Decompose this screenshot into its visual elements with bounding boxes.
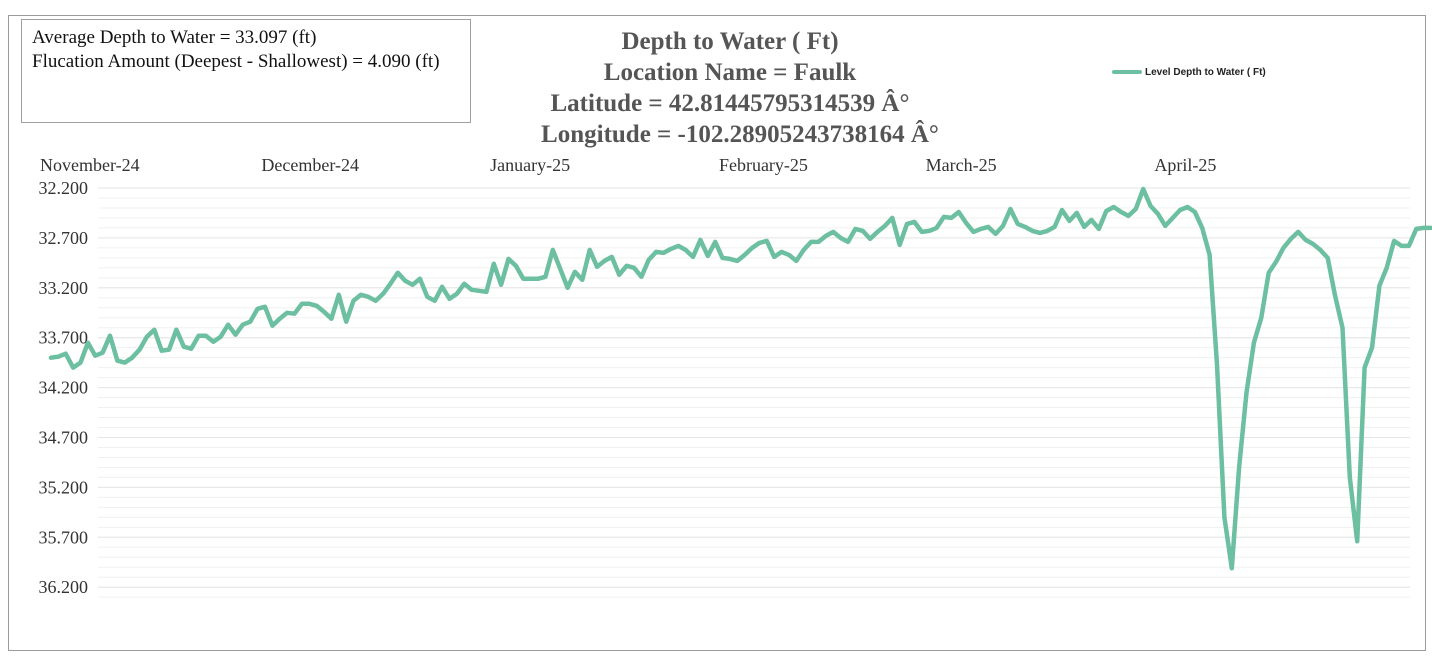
y-tick-label: 35.700 <box>39 527 89 547</box>
y-axis-tick-labels: 32.200 32.700 33.200 33.700 34.200 34.700 35.2… <box>39 178 89 597</box>
y-tick-label: 34.700 <box>39 428 89 448</box>
chart-legend: Level Depth to Water ( Ft) <box>1112 64 1266 80</box>
chart-title-block: Depth to Water ( Ft) Location Name = Fau… <box>430 26 1030 150</box>
x-tick-label: April-25 <box>1154 155 1216 175</box>
y-tick-label: 33.200 <box>39 278 89 298</box>
y-tick-label: 33.700 <box>39 328 89 348</box>
minor-gridlines <box>98 187 1410 598</box>
chart-subtitle-latitude: Latitude = 42.81445795314539 Â° <box>550 90 910 117</box>
chart-title: Depth to Water ( Ft) <box>621 28 839 55</box>
y-tick-label: 34.200 <box>39 378 89 398</box>
y-tick-label: 32.200 <box>39 178 89 198</box>
x-tick-label: February-25 <box>719 155 808 175</box>
chart-subtitle-location: Location Name = Faulk <box>603 59 857 86</box>
y-tick-label: 32.700 <box>39 228 89 248</box>
y-tick-label: 35.200 <box>39 477 89 497</box>
chart-frame <box>8 15 1426 651</box>
average-depth-text: Average Depth to Water = 33.097 (ft) <box>32 27 317 48</box>
summary-stats-box: Average Depth to Water = 33.097 (ft) Flu… <box>21 19 471 123</box>
major-gridlines <box>98 187 1410 588</box>
x-axis-tick-labels: November-24 December-24 January-25 February… <box>40 155 1216 175</box>
legend-swatch <box>1112 70 1142 74</box>
x-tick-label: January-25 <box>490 155 570 175</box>
y-tick-label: 36.200 <box>39 577 89 597</box>
legend-label: Level Depth to Water ( Ft) <box>1145 66 1266 78</box>
fluctuation-amount-text: Flucation Amount (Deepest - Shallowest) … <box>32 51 440 72</box>
x-tick-label: December-24 <box>261 155 359 175</box>
x-tick-label: March-25 <box>926 155 997 175</box>
x-tick-label: November-24 <box>40 155 140 175</box>
chart-subtitle-longitude: Longitude = -102.28905243738164 Â° <box>541 121 939 148</box>
series-line-depth-to-water <box>48 186 1432 571</box>
